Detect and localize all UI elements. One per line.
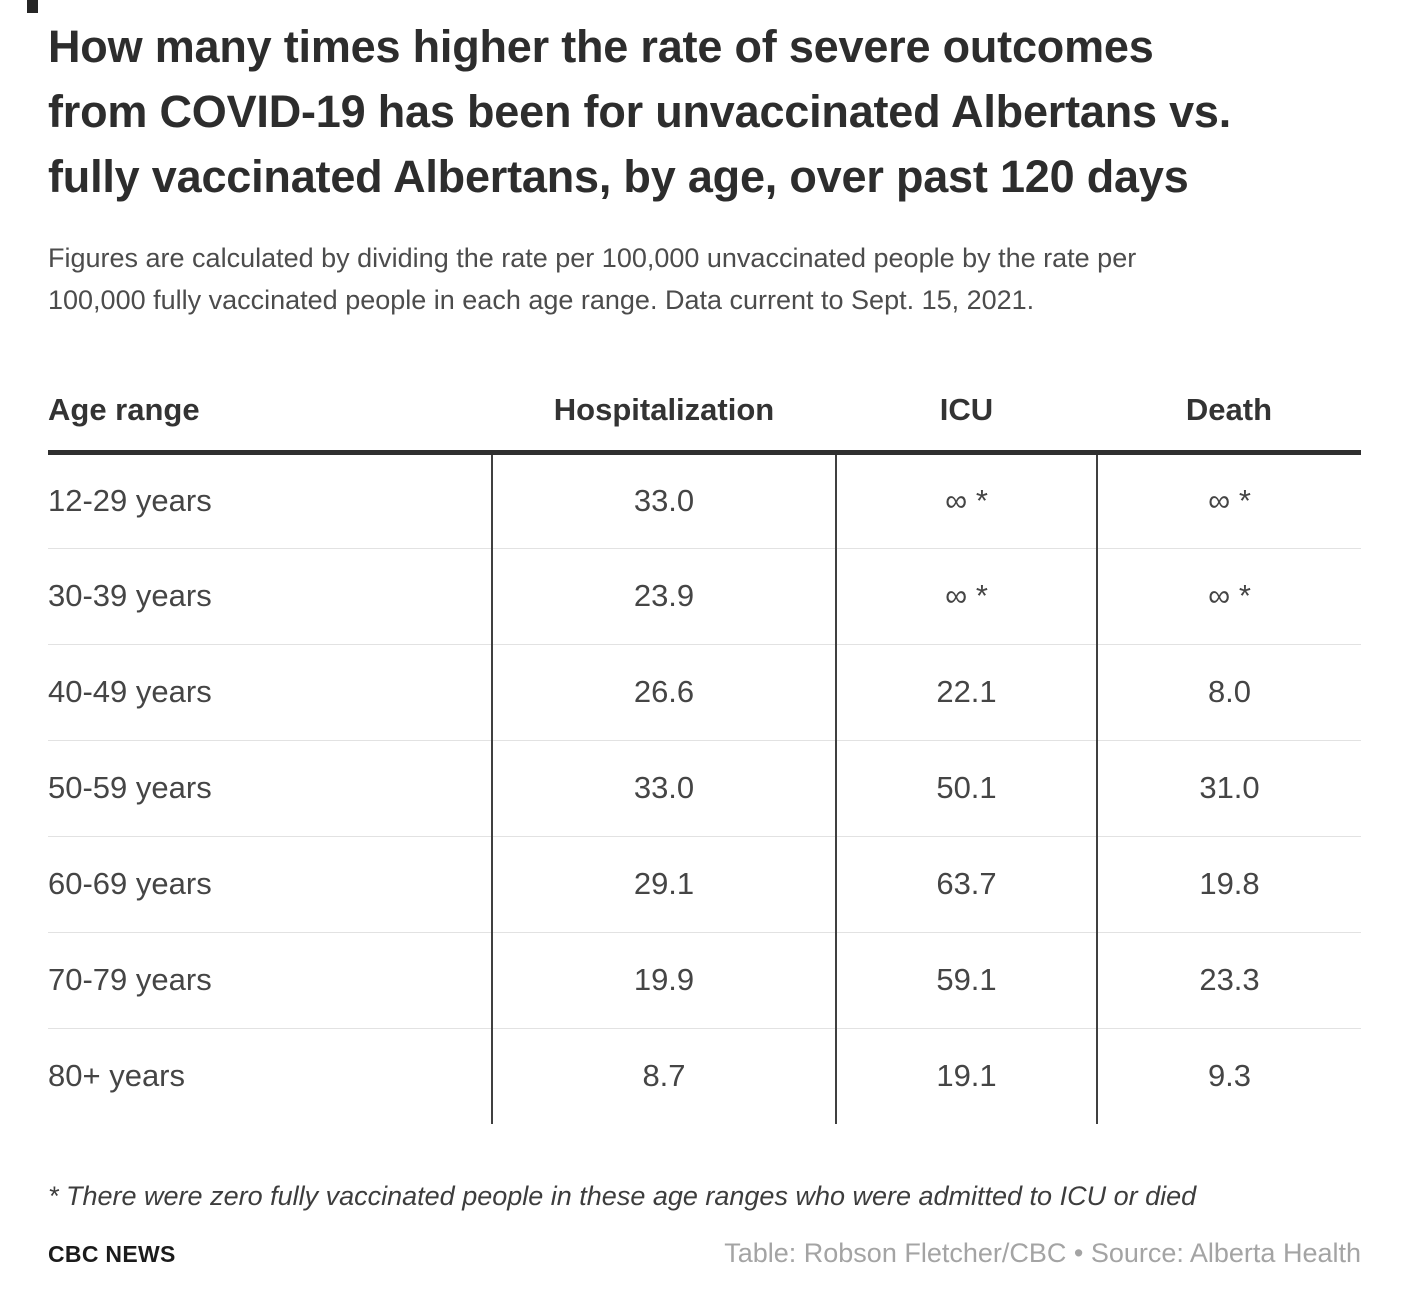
hospitalization-value: 23.9 xyxy=(491,548,836,644)
table-header: Age range Hospitalization ICU Death xyxy=(48,367,1361,452)
table-credit-source: Table: Robson Fletcher/CBC • Source: Alb… xyxy=(724,1238,1361,1268)
table-row-60-69: 60-69 years 29.1 63.7 19.8 xyxy=(48,836,1361,932)
hospitalization-value: 8.7 xyxy=(491,1028,836,1124)
table-row-40-49: 40-49 years 26.6 22.1 8.0 xyxy=(48,644,1361,740)
age-range-cell: 30-39 years xyxy=(48,578,212,613)
hospitalization-value: 19.9 xyxy=(491,932,836,1028)
column-header-hospitalization: Hospitalization xyxy=(553,391,775,427)
icu-value: 19.1 xyxy=(835,1028,1097,1124)
table-description: Figures are calculated by dividing the r… xyxy=(48,237,1361,321)
column-header-icu: ICU xyxy=(939,391,994,427)
age-range-cell: 60-69 years xyxy=(48,866,212,901)
cropped-edge-artifact xyxy=(27,0,38,13)
death-value: ∞ * xyxy=(1096,548,1361,644)
table-row-50-59: 50-59 years 33.0 50.1 31.0 xyxy=(48,740,1361,836)
column-header-death: Death xyxy=(1185,391,1273,427)
table-row-12-29: 12-29 years 33.0 ∞ * ∞ * xyxy=(48,452,1361,548)
table-row-70-79: 70-79 years 19.9 59.1 23.3 xyxy=(48,932,1361,1028)
column-header-age-range: Age range xyxy=(48,391,200,427)
age-range-cell: 50-59 years xyxy=(48,770,212,805)
subtitle-line-2: 100,000 fully vaccinated people in each … xyxy=(48,285,1035,315)
death-value: ∞ * xyxy=(1096,452,1361,548)
asterisk-footnote: * There were zero fully vaccinated peopl… xyxy=(48,1181,1197,1211)
hospitalization-value: 29.1 xyxy=(491,836,836,932)
title-line-2: from COVID-19 has been for unvaccinated … xyxy=(48,86,1232,137)
hospitalization-value: 26.6 xyxy=(491,644,836,740)
table-body: 12-29 years 33.0 ∞ * ∞ * 30-39 years 23.… xyxy=(48,452,1361,1124)
cbc-news-logo: CBC NEWS xyxy=(48,1241,176,1267)
table-row-30-39: 30-39 years 23.9 ∞ * ∞ * xyxy=(48,548,1361,644)
hospitalization-value: 33.0 xyxy=(491,740,836,836)
death-value: 31.0 xyxy=(1096,740,1361,836)
age-range-cell: 12-29 years xyxy=(48,483,212,518)
icu-value: 59.1 xyxy=(835,932,1097,1028)
icu-value: 22.1 xyxy=(835,644,1097,740)
icu-value: ∞ * xyxy=(835,548,1097,644)
icu-value: 63.7 xyxy=(835,836,1097,932)
title-line-1: How many times higher the rate of severe… xyxy=(48,21,1154,72)
title-line-3: fully vaccinated Albertans, by age, over… xyxy=(48,151,1189,202)
attribution-footer: CBC NEWS Table: Robson Fletcher/CBC • So… xyxy=(48,1238,1361,1269)
icu-value: ∞ * xyxy=(835,452,1097,548)
page-title: How many times higher the rate of severe… xyxy=(48,14,1361,209)
death-value: 23.3 xyxy=(1096,932,1361,1028)
age-range-cell: 40-49 years xyxy=(48,674,212,709)
death-value: 19.8 xyxy=(1096,836,1361,932)
age-range-cell: 80+ years xyxy=(48,1058,186,1094)
hospitalization-value: 33.0 xyxy=(491,452,836,548)
header-row: Age range Hospitalization ICU Death xyxy=(48,367,1361,452)
subtitle-line-1: Figures are calculated by dividing the r… xyxy=(48,243,1137,273)
death-value: 9.3 xyxy=(1096,1028,1361,1124)
death-value: 8.0 xyxy=(1096,644,1361,740)
table-row-80-plus: 80+ years 8.7 19.1 9.3 xyxy=(48,1028,1361,1124)
icu-value: 50.1 xyxy=(835,740,1097,836)
outcomes-table: Age range Hospitalization ICU Death 12-2… xyxy=(48,367,1361,1124)
age-range-cell: 70-79 years xyxy=(48,962,212,997)
